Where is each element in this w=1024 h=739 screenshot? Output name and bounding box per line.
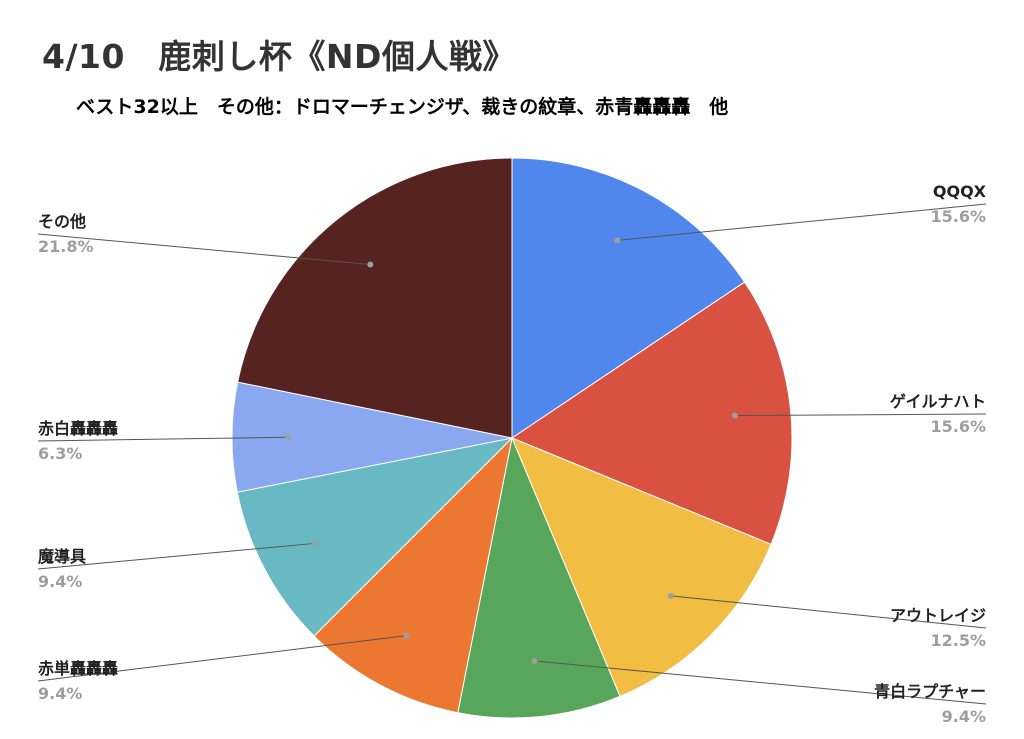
- leader-dot-other: [367, 261, 374, 268]
- slice-label-qqqx: QQQX: [933, 182, 987, 201]
- slice-label-gale-nacht: ゲイルナハト: [890, 392, 986, 411]
- slice-percent-qqqx: 15.6%: [930, 207, 986, 226]
- leader-line-magic-tools: [37, 542, 315, 570]
- leader-dot-outrage: [667, 592, 674, 599]
- leader-line-red-mono-bang: [37, 635, 407, 682]
- slice-percent-other: 21.8%: [38, 237, 94, 256]
- leader-dot-qqqx: [614, 237, 621, 244]
- leader-line-qqqx: [617, 203, 987, 241]
- slice-label-other: その他: [38, 212, 86, 231]
- leader-line-gale-nacht: [734, 413, 987, 417]
- pie-slice-red-mono-bang: [313, 436, 513, 714]
- leader-dot-magic-tools: [311, 540, 318, 547]
- slice-percent-red-mono-bang: 9.4%: [38, 684, 82, 703]
- slice-percent-magic-tools: 9.4%: [38, 572, 82, 591]
- slice-label-red-mono-bang: 赤単轟轟轟: [38, 659, 118, 678]
- pie-slice-outrage: [511, 437, 772, 698]
- slice-label-red-white-bang: 赤白轟轟轟: [38, 419, 118, 438]
- leader-dot-red-mono-bang: [403, 632, 410, 639]
- slice-label-magic-tools: 魔導具: [38, 547, 86, 566]
- pie-slice-other: [237, 157, 513, 439]
- slice-label-blue-white-rapture: 青白ラプチャー: [874, 682, 986, 701]
- leader-dot-gale-nacht: [731, 412, 738, 419]
- leader-dot-blue-white-rapture: [531, 657, 538, 664]
- slice-label-outrage: アウトレイジ: [890, 606, 986, 625]
- slice-percent-red-white-bang: 6.3%: [38, 444, 82, 463]
- chart-title: 4/10 鹿刺し杯《ND個人戦》: [42, 37, 516, 76]
- slice-percent-gale-nacht: 15.6%: [930, 417, 986, 436]
- pie-slice-gale-nacht: [510, 281, 793, 545]
- chart-subtitle: ベスト32以上 その他：ドロマーチェンジザ、裁きの紋章、赤青轟轟轟 他: [76, 96, 729, 118]
- pie-slice-qqqx: [511, 157, 746, 439]
- pie-slice-magic-tools: [236, 437, 514, 637]
- slice-percent-blue-white-rapture: 9.4%: [942, 707, 986, 726]
- leader-line-red-white-bang: [37, 436, 289, 442]
- leader-line-other: [37, 233, 371, 266]
- slice-percent-outrage: 12.5%: [930, 631, 986, 650]
- leader-dot-red-white-bang: [285, 434, 292, 441]
- leader-line-outrage: [670, 595, 987, 629]
- leader-line-blue-white-rapture: [534, 660, 987, 705]
